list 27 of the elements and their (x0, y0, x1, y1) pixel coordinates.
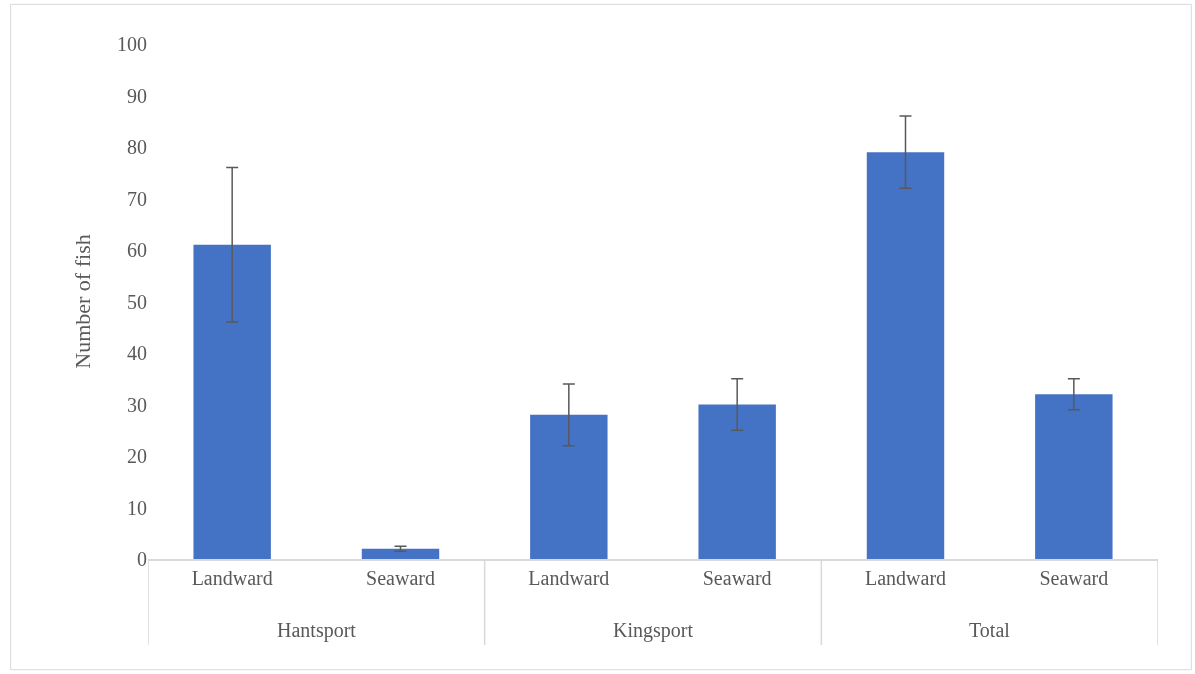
y-tick-label: 0 (137, 548, 147, 570)
y-tick-label: 100 (117, 33, 147, 55)
bar (866, 152, 945, 559)
text: Hantsport (277, 619, 357, 642)
bar (1035, 394, 1113, 559)
bar (193, 244, 271, 559)
x-tick-label: Landward (528, 567, 610, 589)
x-tick-label: Landward (191, 567, 273, 589)
y-tick-label: 10 (127, 496, 147, 519)
text: Total (969, 619, 1011, 641)
y-tick-label: 20 (127, 445, 147, 467)
x-tick-label: Seaward (366, 567, 435, 589)
y-tick-label: 50 (127, 290, 147, 313)
bar (530, 414, 608, 559)
x-tick-label: Seaward (1039, 567, 1109, 589)
y-tick-label: 80 (127, 136, 147, 158)
y-axis-title: Number of fish (69, 234, 95, 369)
bar (361, 548, 440, 559)
y-tick-label: 70 (127, 187, 147, 210)
x-tick-label: Seaward (702, 567, 772, 589)
y-tick-label: 40 (127, 342, 147, 364)
text: Kingsport (613, 619, 694, 642)
y-tick-label: 90 (127, 84, 147, 107)
y-tick-label: 60 (127, 239, 147, 261)
bar (698, 404, 776, 559)
x-tick-label: Landward (864, 567, 947, 589)
y-tick-label: 30 (127, 393, 147, 416)
